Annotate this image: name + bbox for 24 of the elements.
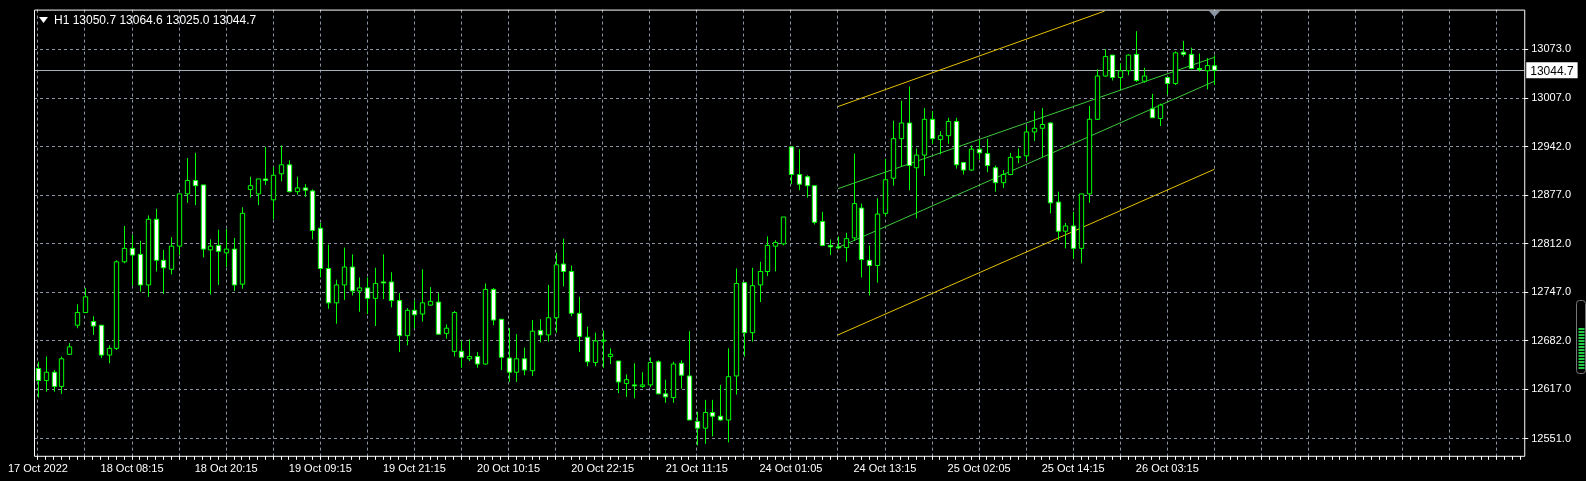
- chart-title: H1 13050.7 13064.6 13025.0 13044.7: [54, 12, 257, 27]
- y-tick-label: 13073.0: [1531, 42, 1571, 55]
- x-tick-label: 20 Oct 22:15: [571, 462, 635, 475]
- y-tick-label: 12942.0: [1531, 139, 1571, 152]
- x-tick-label: 17 Oct 2022: [7, 462, 68, 475]
- x-tick-label: 19 Oct 09:15: [288, 462, 352, 475]
- x-tick-label: 24 Oct 01:05: [759, 462, 823, 475]
- y-tick-label: 12747.0: [1531, 285, 1571, 298]
- y-tick-label: 12682.0: [1531, 333, 1571, 346]
- x-tick-label: 21 Oct 11:15: [665, 462, 728, 475]
- x-tick-label: 26 Oct 03:15: [1135, 462, 1199, 475]
- y-tick-label: 12812.0: [1531, 236, 1571, 249]
- x-tick-label: 20 Oct 10:15: [477, 462, 541, 475]
- y-tick-label: 12617.0: [1531, 382, 1571, 395]
- x-tick-label: 25 Oct 14:15: [1041, 462, 1105, 475]
- x-tick-label: 18 Oct 20:15: [194, 462, 258, 475]
- y-tick-label: 12551.0: [1531, 431, 1571, 444]
- y-tick-label: 12877.0: [1531, 188, 1571, 201]
- x-tick-label: 18 Oct 08:15: [100, 462, 164, 475]
- ref-line-label: 13044.7: [1530, 63, 1574, 78]
- y-tick-label: 13007.0: [1531, 91, 1571, 104]
- x-tick-label: 19 Oct 21:15: [382, 462, 446, 475]
- x-tick-label: 25 Oct 02:05: [947, 462, 1011, 475]
- x-tick-label: 24 Oct 13:15: [853, 462, 917, 475]
